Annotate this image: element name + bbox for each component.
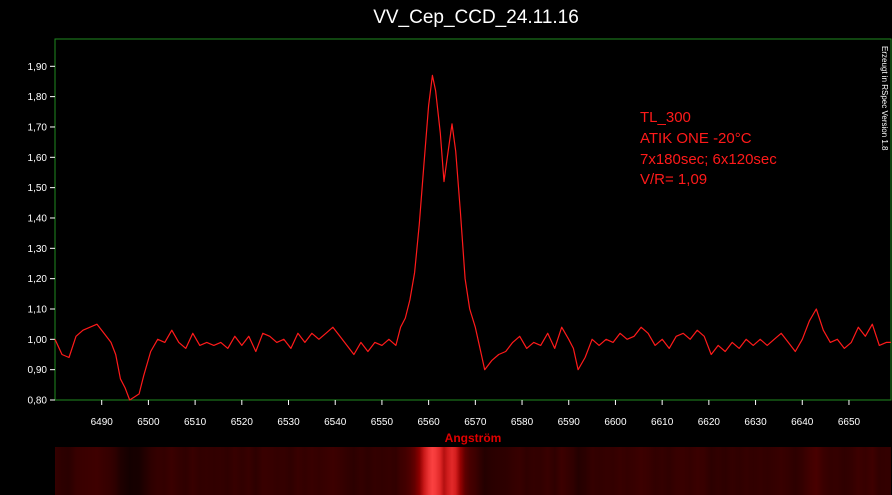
y-tick-label: 1,50 xyxy=(28,183,48,194)
x-tick-label: 6520 xyxy=(231,417,254,428)
y-tick-label: 1,20 xyxy=(28,274,48,285)
annotation-instrument: TL_300 xyxy=(640,109,691,126)
x-tick-label: 6640 xyxy=(791,417,814,428)
y-tick-label: 1,10 xyxy=(28,304,48,315)
x-axis-label: Angström xyxy=(445,431,502,445)
x-tick-label: 6630 xyxy=(744,417,767,428)
y-tick-label: 0,90 xyxy=(28,365,48,376)
y-tick-label: 1,30 xyxy=(28,244,48,255)
y-tick-label: 1,40 xyxy=(28,213,48,224)
x-tick-label: 6620 xyxy=(698,417,721,428)
software-version-label: Erzeugt in RSpec Version 1.8 xyxy=(880,46,889,151)
y-tick-label: 1,60 xyxy=(28,153,48,164)
x-tick-label: 6650 xyxy=(838,417,861,428)
y-axis: 0,80 0,90 1,00 1,10 1,20 1,30 1,40 1,50 1,60 1,70… xyxy=(28,62,55,407)
x-tick-label: 6530 xyxy=(277,417,300,428)
x-tick-label: 6490 xyxy=(91,417,114,428)
chart-title: VV_Cep_CCD_24.11.16 xyxy=(373,7,579,28)
x-tick-label: 6560 xyxy=(418,417,441,428)
x-tick-label: 6500 xyxy=(137,417,160,428)
spectrum-line xyxy=(54,74,891,401)
annotation-vr-ratio: V/R= 1,09 xyxy=(640,171,707,188)
y-tick-label: 1,90 xyxy=(28,62,48,73)
annotation-block: TL_300 ATIK ONE -20°C 7x180sec; 6x120sec… xyxy=(640,109,777,188)
x-axis: 6490 6500 6510 6520 6530 6540 6550 6560 6570 6580… xyxy=(91,400,861,428)
x-tick-label: 6610 xyxy=(651,417,674,428)
x-tick-label: 6510 xyxy=(184,417,207,428)
annotation-exposure: 7x180sec; 6x120sec xyxy=(640,151,777,168)
x-tick-label: 6550 xyxy=(371,417,394,428)
y-tick-label: 1,00 xyxy=(28,335,48,346)
plot-frame xyxy=(54,38,892,401)
x-tick-label: 6590 xyxy=(558,417,581,428)
y-tick-label: 1,70 xyxy=(28,122,48,133)
x-tick-label: 6570 xyxy=(464,417,487,428)
spectrum-strip-image xyxy=(55,447,891,495)
annotation-camera: ATIK ONE -20°C xyxy=(640,130,752,147)
x-tick-label: 6540 xyxy=(324,417,347,428)
x-tick-label: 6580 xyxy=(511,417,534,428)
y-tick-label: 1,80 xyxy=(28,92,48,103)
x-tick-label: 6600 xyxy=(604,417,627,428)
y-tick-label: 0,80 xyxy=(28,396,48,407)
